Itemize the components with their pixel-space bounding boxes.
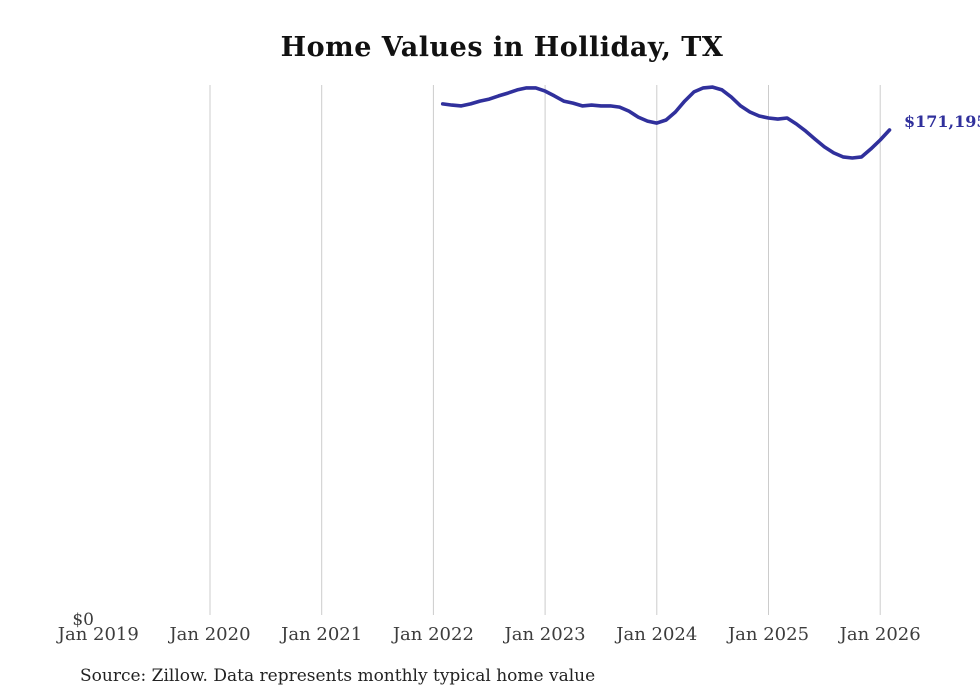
x-tick-label: Jan 2026: [839, 624, 921, 645]
home-value-line: [440, 85, 892, 160]
latest-value-label: $171,195: [904, 112, 980, 131]
source-note: Source: Zillow. Data represents monthly …: [80, 666, 596, 686]
gridlines-group: [209, 85, 881, 615]
chart-title: Home Values in Holliday, TX: [280, 32, 724, 63]
x-tick-label: Jan 2025: [727, 624, 810, 645]
x-tick-label: Jan 2020: [169, 624, 251, 645]
zero-value-label: $0: [72, 610, 94, 630]
x-tick-label: Jan 2024: [616, 624, 698, 645]
x-tick-label: Jan 2023: [504, 624, 586, 645]
x-tick-label: Jan 2019: [57, 624, 139, 645]
x-tick-label: Jan 2022: [392, 624, 474, 645]
x-tick-label: Jan 2021: [281, 624, 363, 645]
